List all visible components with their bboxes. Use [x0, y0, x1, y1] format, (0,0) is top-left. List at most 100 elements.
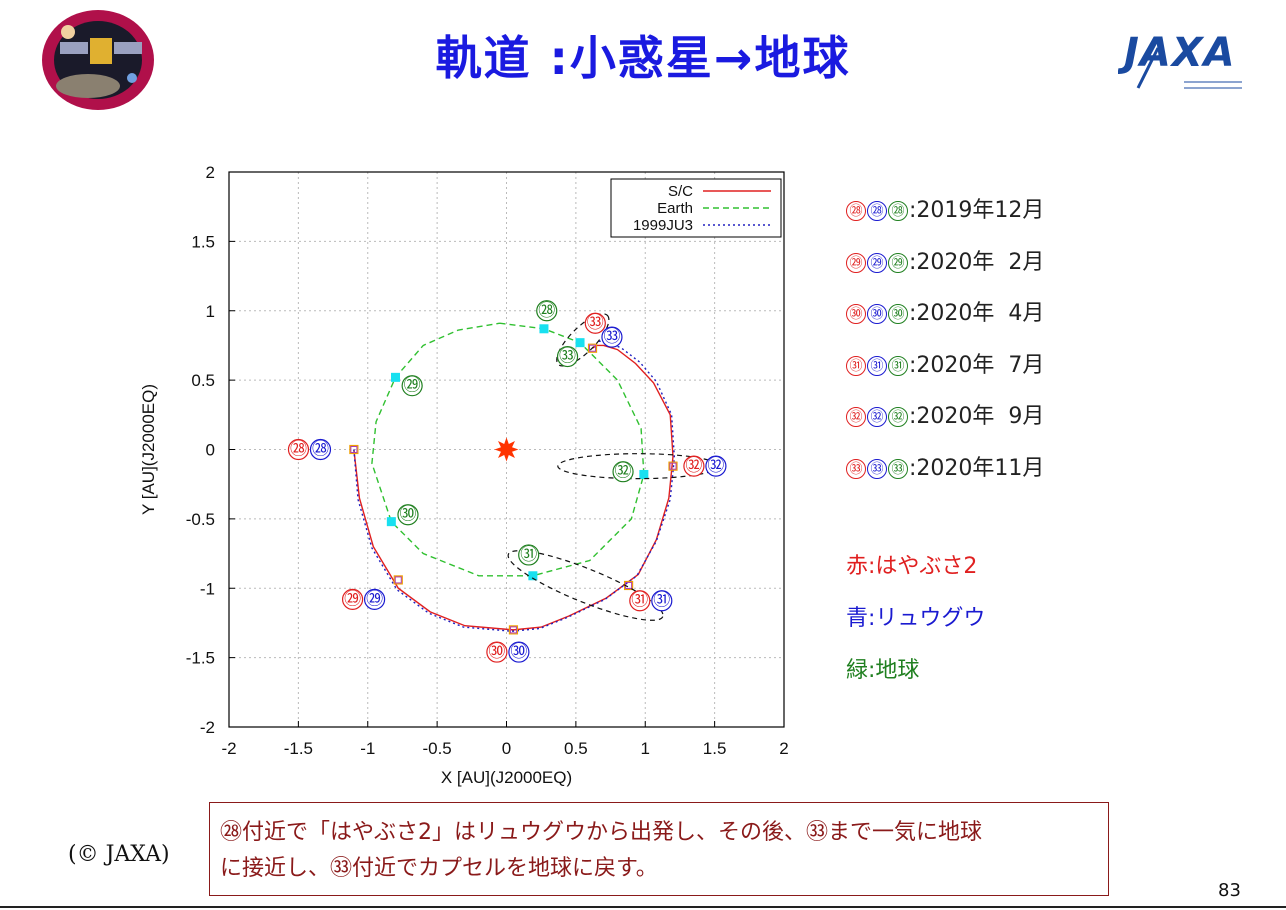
- earth-position-marker: [639, 469, 649, 479]
- date-marker-circle: [401, 375, 423, 397]
- y-tick-label: 0.5: [191, 371, 215, 390]
- y-tick-label: -1: [200, 579, 215, 598]
- footer-divider: [0, 906, 1286, 908]
- date-marker-label: ㉜: [707, 456, 724, 476]
- svg-text:JAXA: JAXA: [1118, 30, 1236, 76]
- earth-position-marker: [575, 338, 585, 348]
- date-number-badge: ㉝: [846, 458, 866, 479]
- date-number-badge: ㉜: [867, 407, 887, 427]
- date-marker-label: ㉙: [344, 589, 361, 609]
- spacecraft-position-marker: [508, 625, 519, 635]
- date-marker-circle: [556, 345, 579, 368]
- y-tick-label: -2: [200, 718, 215, 737]
- earth-position-marker: [391, 372, 400, 382]
- x-tick-label: -0.5: [422, 739, 451, 758]
- spacecraft-position-marker: [349, 444, 359, 455]
- earth-position-marker: [386, 517, 396, 527]
- y-tick-label: 1.5: [191, 232, 215, 251]
- date-legend-text: :2019年12月: [909, 198, 1045, 223]
- date-number-badge: ㉘: [888, 201, 908, 221]
- date-number-badge: ㉘: [846, 201, 866, 221]
- date-marker-circle: [518, 544, 540, 566]
- date-number-badge: ㉛: [888, 355, 908, 376]
- date-marker-circle: [309, 438, 332, 461]
- y-axis-label: Y [AU](J2000EQ): [139, 384, 158, 515]
- date-marker-label: ㉙: [366, 589, 383, 609]
- color-key-row: 赤:はやぶさ2: [846, 554, 978, 579]
- date-marker-label: ㉝: [587, 313, 604, 333]
- earth-position-marker: [539, 324, 549, 334]
- hayabusa2-mission-logo: [40, 8, 156, 112]
- date-marker-circle: [536, 300, 558, 322]
- color-key-row: 緑:地球: [846, 658, 920, 683]
- x-tick-label: 1.5: [703, 739, 727, 758]
- chart-legend-box: [610, 178, 782, 238]
- note-line-2: に接近し、㉝付近でカプセルを地球に戻す。: [220, 856, 658, 881]
- date-legend-text: :2020年 9月: [909, 404, 1045, 429]
- page-number: 83: [1218, 880, 1241, 901]
- date-marker-circle: [341, 588, 364, 610]
- date-marker-label: ㉘: [312, 440, 329, 460]
- x-tick-label: 0: [502, 739, 511, 758]
- asteroid-position-marker: [589, 344, 597, 352]
- date-number-badge: ㉝: [867, 458, 887, 479]
- series-line-1999ju3: [353, 340, 676, 632]
- date-marker-label: ㉝: [603, 327, 620, 347]
- highlight-ellipse: [507, 550, 664, 621]
- date-marker-label: ㉚: [488, 642, 505, 662]
- date-marker-label: ㉜: [685, 456, 702, 476]
- date-number-badge: ㉚: [846, 304, 866, 324]
- x-tick-label: 0.5: [564, 739, 588, 758]
- date-marker-label: ㉚: [510, 642, 527, 662]
- x-tick-label: -1.5: [284, 739, 313, 758]
- date-marker-circle: [612, 461, 634, 483]
- x-tick-label: 2: [779, 739, 788, 758]
- legend-label: S/C: [668, 183, 693, 200]
- date-marker-circle: [508, 641, 530, 663]
- date-legend-text: :2020年 2月: [909, 249, 1045, 275]
- spacecraft-position-marker: [668, 461, 678, 471]
- x-axis-label: X [AU](J2000EQ): [441, 768, 572, 787]
- y-tick-label: 0: [206, 441, 215, 460]
- date-marker-circle: [397, 504, 419, 526]
- x-tick-label: -2: [221, 739, 236, 758]
- date-marker-label: ㉛: [653, 591, 670, 611]
- date-marker-circle: [584, 312, 606, 334]
- date-number-badge: ㉘: [867, 201, 887, 221]
- date-marker-circle: [629, 590, 651, 612]
- asteroid-position-marker: [509, 626, 517, 634]
- x-tick-label: -1: [360, 739, 375, 758]
- y-tick-label: 2: [206, 163, 215, 182]
- date-marker-label: ㉜: [615, 462, 632, 482]
- date-marker-label: ㉘: [290, 440, 307, 460]
- date-number-badge: ㉚: [867, 304, 887, 324]
- x-tick-label: 1: [641, 739, 650, 758]
- color-key-row: 青:リュウグウ: [846, 606, 986, 631]
- y-tick-label: -0.5: [186, 510, 215, 529]
- date-marker-label: ㉛: [631, 591, 648, 611]
- date-legend-text: :2020年 4月: [909, 301, 1045, 326]
- highlight-ellipse: [556, 313, 610, 367]
- asteroid-position-marker: [350, 446, 358, 453]
- date-number-badge: ㉙: [867, 252, 887, 273]
- jaxa-logo: JAXA: [1117, 18, 1248, 98]
- spacecraft-position-marker: [393, 575, 403, 585]
- sun-marker: [494, 437, 519, 462]
- date-number-badge: ㉚: [888, 304, 908, 324]
- asteroid-position-marker: [669, 462, 677, 470]
- date-number-badge: ㉛: [867, 355, 887, 376]
- date-marker-circle: [705, 455, 727, 477]
- date-marker-label: ㉛: [520, 545, 537, 565]
- y-tick-label: 1: [206, 302, 215, 321]
- note-box: ㉘付近で「はやぶさ2」はリュウグウから出発し、その後、㉝まで一気に地球 に接近し…: [209, 802, 1109, 896]
- date-marker-label: ㉙: [404, 376, 421, 396]
- date-legend-text: :2020年11月: [909, 455, 1045, 481]
- date-marker-circle: [486, 641, 508, 663]
- legend-label: Earth: [657, 200, 693, 217]
